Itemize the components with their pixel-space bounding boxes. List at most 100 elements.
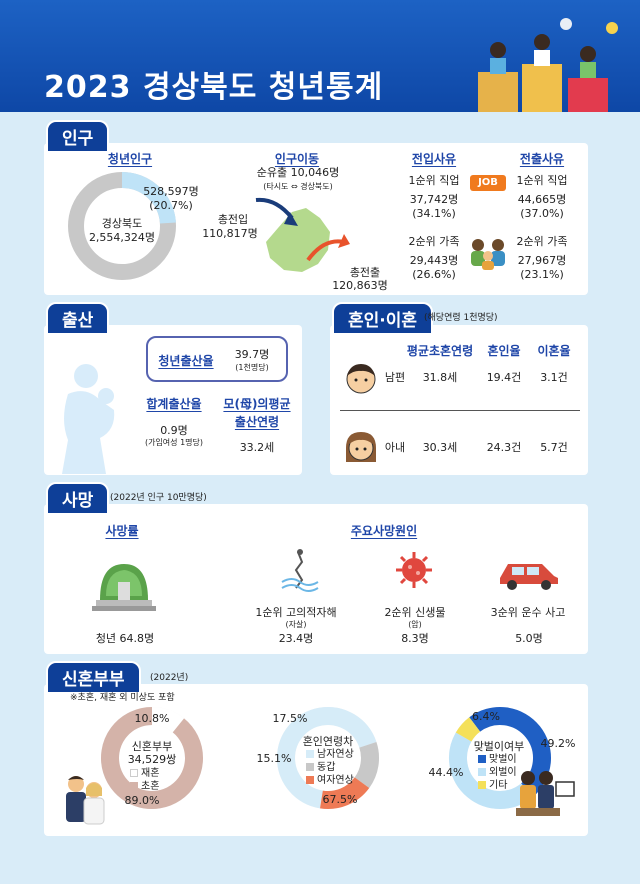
donut1-title: 혼인연령차 (302, 735, 354, 748)
donut1-legend-0-label: 남자연상 (317, 749, 354, 760)
marriage-row-0-who: 남편 (384, 371, 406, 384)
marriage-row-0-v0: 31.8세 (422, 371, 458, 384)
donut2-legend-1-swatch (478, 768, 486, 776)
marriage-row-1-v0: 30.3세 (422, 441, 458, 454)
out-reason-r2-value: 27,967명 (517, 254, 567, 267)
family-icon (471, 239, 505, 270)
migration-in-label: 총전입 (217, 213, 249, 226)
youth-pop-pct: (20.7%) (149, 199, 193, 212)
donut0-slice-1 (101, 707, 203, 809)
donut1-slice-1 (354, 742, 379, 789)
in-reason-r2-label: 2순위 가족 (408, 235, 460, 248)
in-reason-r1-label: 1순위 직업 (408, 174, 460, 187)
migration-net: 순유출 10,046명 (256, 166, 340, 179)
marriage-row-1-v2: 5.7건 (540, 441, 568, 454)
youth-birth-rate-label: 청년출산율 (158, 354, 214, 368)
gyeongbuk-map-icon (255, 197, 350, 272)
donut2-legend-2-swatch (478, 781, 486, 789)
newlywed-tab: 신혼부부 (46, 661, 141, 694)
donut2-legend-2: 기타 (478, 779, 507, 792)
death-rate-heading: 사망률 (105, 524, 139, 538)
donut1-value-0: 67.5% (322, 793, 358, 806)
youth-pop-donut-total (68, 172, 176, 280)
dual-income-donut (449, 707, 551, 809)
donut2-value-2: 6.4% (472, 710, 500, 723)
donut2-legend-2-label: 기타 (489, 780, 508, 791)
newlywed-donut (101, 707, 203, 809)
newlywed-year-note: (2022년) (150, 673, 189, 683)
donut2-legend-1-label: 외벌이 (489, 767, 517, 778)
donut1-legend-1-label: 동갑 (317, 762, 336, 773)
donut0-legend-1-swatch (130, 782, 138, 790)
people-illustration-icon (478, 18, 618, 112)
donut0-total: 34,529쌍 (127, 753, 177, 766)
donut0-legend-0-swatch (130, 769, 138, 777)
donut0-value-1: 89.0% (124, 794, 160, 807)
donut2-legend-0: 맞벌이 (478, 753, 517, 766)
youth-pop-center-1: 경상북도 (101, 217, 143, 230)
cause-1-label: 2순위 신생물 (384, 606, 446, 619)
donut1-legend-0-swatch (306, 750, 314, 758)
donut0-legend-0: 재혼 (130, 767, 159, 780)
grave-icon (92, 564, 156, 611)
migration-out-label: 총전출 (349, 266, 381, 279)
donut0-title: 신혼부부 (131, 740, 173, 753)
youth-birth-rate-unit: (1천명당) (235, 363, 269, 372)
youth-pop-donut-youth (121, 171, 176, 224)
donut2-legend-0-label: 맞벌이 (489, 754, 517, 765)
marriage-header-2: 이혼율 (537, 344, 571, 358)
marriage-divider (340, 410, 580, 411)
marriage-row-0-v2: 3.1건 (540, 371, 568, 384)
cause-1-sub: (암) (408, 620, 422, 629)
marriage-row-0-v1: 19.4건 (486, 371, 522, 384)
marriage-header-1: 혼인율 (487, 344, 521, 358)
couple-illustration-icon (66, 776, 105, 825)
death-note: (2022년 인구 10만명당) (110, 493, 207, 503)
donut2-legend-1: 외벌이 (478, 766, 517, 779)
donut1-legend-2-swatch (306, 776, 314, 784)
marriage-tab: 혼인·이혼 (332, 302, 434, 335)
tfr-value: 0.9명 (160, 424, 188, 437)
migration-heading: 인구이동 (274, 152, 320, 166)
cause-1-value: 8.3명 (401, 632, 429, 645)
donut1-legend-2-label: 여자연상 (317, 775, 354, 786)
mother-age-label-1: 모(母)의평균 (223, 397, 291, 411)
cause-0-value: 23.4명 (278, 632, 314, 645)
in-reason-heading: 전입사유 (411, 152, 457, 166)
youth-pop-center-2: 2,554,324명 (88, 231, 156, 244)
out-reason-r2-pct: (23.1%) (520, 268, 564, 281)
marriage-row-1-v1: 24.3건 (486, 441, 522, 454)
header-banner: 2023 경상북도 청년통계 (0, 0, 640, 112)
migration-in-value: 110,817명 (202, 227, 258, 240)
cancer-cell-icon (396, 552, 432, 588)
working-couple-icon (516, 771, 575, 816)
out-reason-r1-pct: (37.0%) (520, 207, 564, 220)
mother-age-value: 33.2세 (239, 441, 275, 454)
death-rate-value: 청년 64.8명 (95, 632, 155, 645)
in-reason-r2-value: 29,443명 (409, 254, 459, 267)
donut2-legend-0-swatch (478, 755, 486, 763)
donut1-legend-2: 여자연상 (306, 774, 354, 787)
out-reason-r1-label: 1순위 직업 (516, 174, 568, 187)
donut2-value-0: 49.2% (540, 737, 576, 750)
donut2-slice-0 (469, 707, 551, 798)
husband-face-icon (346, 364, 376, 394)
population-tab: 인구 (46, 120, 110, 153)
cause-heading: 주요사망원인 (350, 524, 418, 538)
youth-birth-rate-value: 39.7명 (234, 348, 270, 361)
donut1-legend-1-swatch (306, 763, 314, 771)
donut1-legend-1: 동갑 (306, 761, 335, 774)
donut0-legend-1-label: 초혼 (141, 781, 160, 792)
donut2-title: 맞벌이여부 (473, 740, 525, 753)
youth-birth-rate-box (146, 336, 288, 382)
youth-pop-value: 528,597명 (143, 185, 199, 198)
migration-net-note: (타시도 ⇔ 경상북도) (263, 182, 333, 191)
in-reason-r1-pct: (34.1%) (412, 207, 456, 220)
out-reason-r1-value: 44,665명 (517, 193, 567, 206)
marriage-note: (해당연령 1천명당) (424, 313, 498, 323)
cause-2-value: 5.0명 (515, 632, 543, 645)
car-accident-icon (500, 564, 558, 590)
donut1-legend-0: 남자연상 (306, 748, 354, 761)
wife-face-icon (346, 432, 376, 462)
birth-tab: 출산 (46, 302, 110, 335)
